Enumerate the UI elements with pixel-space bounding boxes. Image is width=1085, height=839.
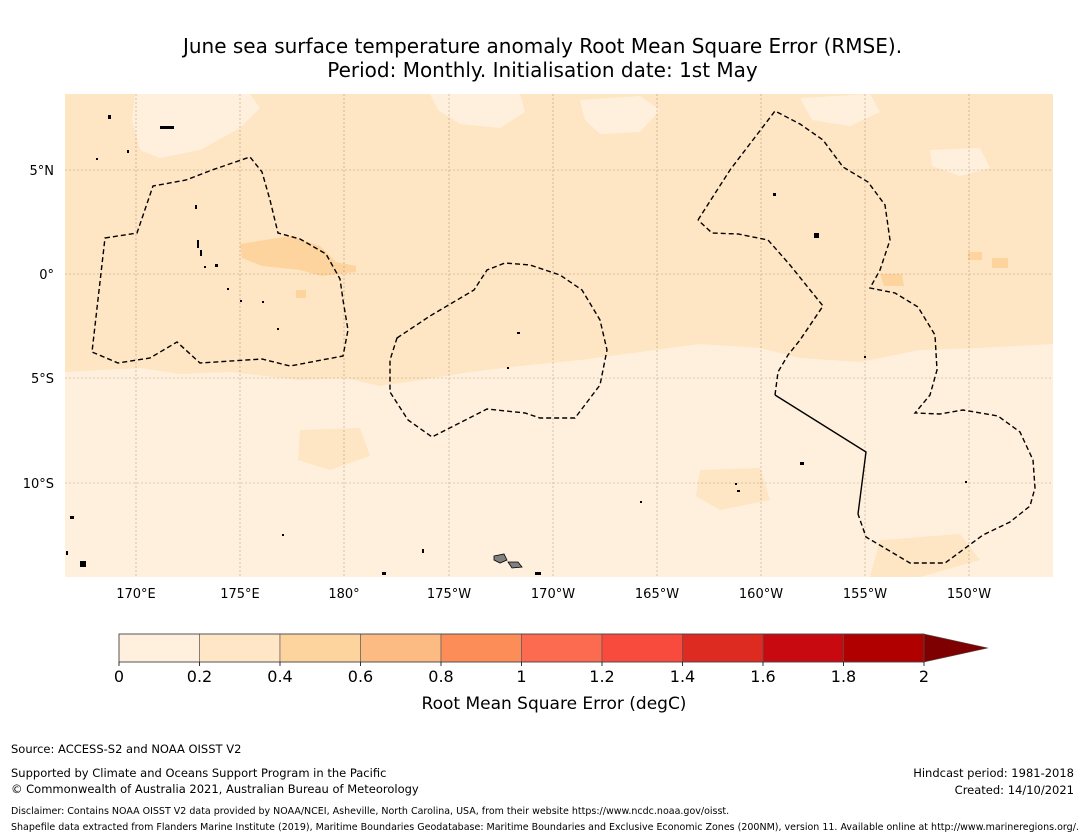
eez-solid-boundary xyxy=(774,394,867,515)
footer-disclaimer: Disclaimer: Contains NOAA OISST V2 data … xyxy=(11,806,730,817)
colorbar-segment xyxy=(843,633,925,663)
footer-supported: Supported by Climate and Oceans Support … xyxy=(11,766,387,780)
map-title-line2: Period: Monthly. Initialisation date: 1s… xyxy=(327,58,758,82)
eez-line-islands-inner xyxy=(697,219,824,396)
lon-label: 175°E xyxy=(220,587,260,602)
colorbar-segment xyxy=(118,633,200,663)
lon-label: 175°W xyxy=(427,587,471,602)
longitude-labels: 170°E 175°E 180° 175°W 170°W 165°W 160°W 155°W 1… xyxy=(116,587,991,602)
colorbar-segment xyxy=(521,633,603,663)
colorbar-label: Root Mean Square Error (degC) xyxy=(422,694,687,714)
lon-label: 150°W xyxy=(947,587,991,602)
lon-label: 155°W xyxy=(843,587,887,602)
eez-phoenix xyxy=(389,262,608,438)
lat-label: 10°S xyxy=(23,477,54,492)
footer-hindcast: Hindcast period: 1981-2018 xyxy=(913,766,1074,780)
colorbar-segment xyxy=(360,633,442,663)
colorbar-segment xyxy=(601,633,683,663)
lon-label: 180° xyxy=(328,587,359,602)
low-error-regions xyxy=(65,94,1053,577)
lat-label: 5°N xyxy=(30,164,55,179)
lon-label: 170°W xyxy=(531,587,575,602)
colorbar-tick-label: 0.4 xyxy=(267,667,292,686)
colorbar-tick-label: 2 xyxy=(919,667,929,686)
colorbar-extend-arrow xyxy=(923,633,989,663)
colorbar-segment xyxy=(279,633,361,663)
footer-shapefile: Shapefile data extracted from Flanders M… xyxy=(11,822,1079,833)
lon-label: 170°E xyxy=(116,587,156,602)
colorbar-tick-label: 0 xyxy=(114,667,124,686)
colorbar-tick-label: 1.2 xyxy=(589,667,614,686)
footer-created: Created: 14/10/2021 xyxy=(954,783,1074,797)
colorbar-tick-label: 1.6 xyxy=(750,667,775,686)
footer-copyright: © Commonwealth of Australia 2021, Austra… xyxy=(11,782,419,796)
eez-boundaries xyxy=(91,110,1036,564)
latitude-labels: 5°N 0° 5°S 10°S xyxy=(23,164,54,492)
colorbar-segment xyxy=(762,633,844,663)
colorbar-tick-label: 1.4 xyxy=(670,667,695,686)
map-title-line1: June sea surface temperature anomaly Roo… xyxy=(182,34,903,58)
colorbar-tick-label: 1.8 xyxy=(831,667,856,686)
footer-source: Source: ACCESS-S2 and NOAA OISST V2 xyxy=(11,742,242,756)
lon-label: 160°W xyxy=(739,587,783,602)
lat-label: 5°S xyxy=(31,372,54,387)
lon-label: 165°W xyxy=(635,587,679,602)
rmse-field xyxy=(65,94,1053,577)
higher-error-patches xyxy=(240,236,1008,298)
graticule xyxy=(65,94,1053,577)
colorbar-tick-label: 0.2 xyxy=(187,667,212,686)
mid-error-islands xyxy=(298,428,980,577)
colorbar-segment xyxy=(440,633,522,663)
colorbar-tick-label: 0.6 xyxy=(348,667,373,686)
colorbar-segment xyxy=(682,633,764,663)
samoa-land xyxy=(493,553,523,569)
colorbar: 0 0.2 0.4 0.6 0.8 1 1.2 1.4 1.6 1.8 2 xyxy=(114,633,989,686)
eez-tuvalu-kiribati-west xyxy=(91,156,349,367)
eez-line-islands xyxy=(697,110,1036,564)
colorbar-segment xyxy=(199,633,281,663)
islands xyxy=(66,115,967,575)
colorbar-tick-label: 1 xyxy=(516,667,526,686)
colorbar-tick-label: 0.8 xyxy=(428,667,453,686)
lat-label: 0° xyxy=(39,268,54,283)
